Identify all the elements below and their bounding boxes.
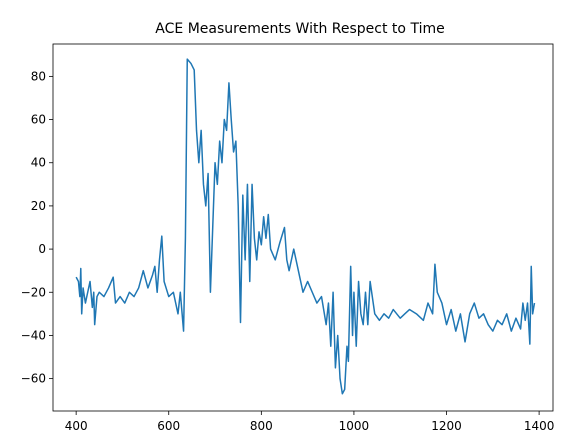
plot-frame: [52, 43, 554, 412]
y-tick-label: 80: [31, 69, 46, 83]
x-tick-label: 400: [65, 419, 88, 433]
y-tick-label: −20: [21, 285, 46, 299]
x-tick-label: 600: [157, 419, 180, 433]
data-line: [75, 58, 536, 395]
y-tick-label: −40: [21, 328, 46, 342]
x-tick-label: 1200: [431, 419, 462, 433]
x-tick-label: 1000: [339, 419, 370, 433]
y-tick-label: 0: [38, 242, 46, 256]
y-tick-label: −60: [21, 372, 46, 386]
y-tick-label: 40: [31, 156, 46, 170]
x-tick-label: 1400: [524, 419, 555, 433]
chart-title: ACE Measurements With Respect to Time: [155, 21, 444, 37]
x-tick-label: 800: [250, 419, 273, 433]
y-tick-label: 60: [31, 113, 46, 127]
y-tick-label: 20: [31, 199, 46, 213]
